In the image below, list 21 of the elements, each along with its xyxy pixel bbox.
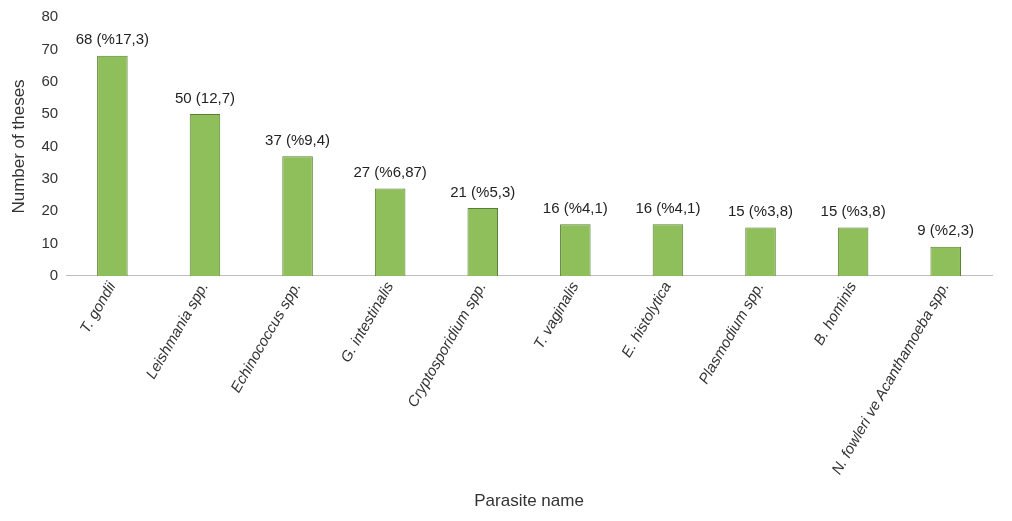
y-tick-label: 30 bbox=[41, 169, 59, 186]
y-tick-label: 20 bbox=[41, 201, 59, 219]
y-tick-label: 80 bbox=[41, 7, 59, 25]
y-tick-label: 0 bbox=[49, 266, 59, 284]
y-tick-label: 40 bbox=[41, 136, 59, 154]
data-label: 9 (%2,3) bbox=[917, 221, 975, 239]
data-label: 50 (12,7) bbox=[174, 88, 235, 106]
data-label: 16 (%4,1) bbox=[635, 198, 701, 216]
y-axis-title: Number of theses bbox=[8, 79, 28, 214]
y-tick-label: 10 bbox=[41, 233, 59, 251]
y-tick-label: 50 bbox=[41, 104, 59, 122]
data-label: 21 (%5,3) bbox=[450, 182, 516, 200]
x-axis-title: Parasite name bbox=[474, 491, 584, 511]
y-tick-label: 70 bbox=[41, 39, 59, 57]
data-label: 16 (%4,1) bbox=[542, 198, 608, 216]
data-label: 68 (%17,3) bbox=[75, 30, 150, 48]
data-label: 15 (%3,8) bbox=[820, 202, 886, 220]
y-tick-label: 60 bbox=[41, 71, 59, 89]
data-label: 15 (%3,8) bbox=[728, 202, 794, 220]
data-label: 37 (%9,4) bbox=[265, 130, 331, 148]
data-label: 27 (%6,87) bbox=[353, 163, 427, 181]
